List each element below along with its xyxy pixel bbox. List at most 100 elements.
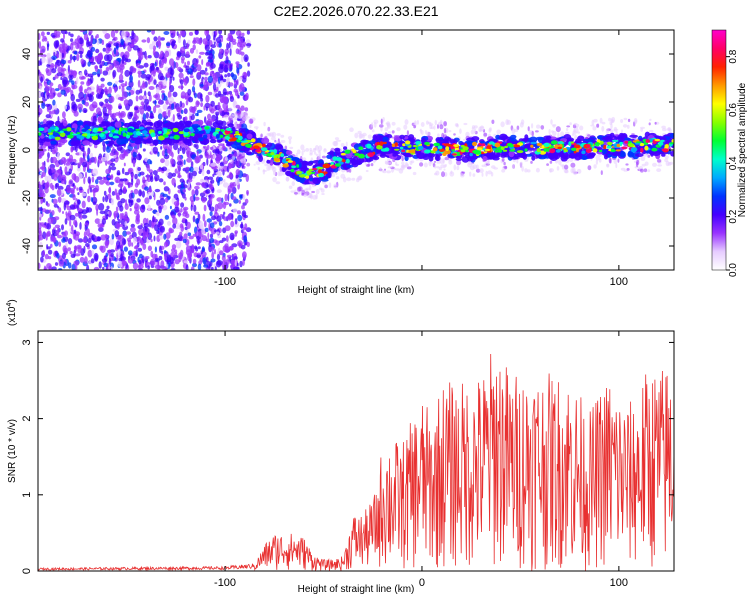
heat-cell [439, 124, 444, 130]
heat-cell [216, 253, 221, 261]
heat-cell [144, 157, 149, 162]
heat-cell [201, 182, 206, 188]
heat-cell [193, 166, 199, 172]
heat-cell [202, 213, 206, 222]
heat-cell [381, 170, 385, 173]
heat-cell [56, 252, 60, 259]
heat-cell [76, 187, 79, 191]
heat-cell [156, 230, 160, 235]
heat-cell [221, 237, 227, 242]
heat-cell [315, 153, 319, 157]
heat-cell [247, 62, 250, 67]
heat-cell [81, 76, 86, 80]
heat-cell [516, 159, 519, 164]
heat-cell [474, 128, 477, 134]
heat-cell [135, 217, 141, 225]
heat-cell [192, 262, 197, 268]
heat-cell [117, 183, 124, 188]
heat-cell [84, 101, 89, 107]
heat-cell [226, 37, 231, 42]
heat-cell [115, 206, 119, 212]
heat-cell [52, 198, 58, 205]
heat-cell [154, 104, 161, 108]
heat-cell [90, 37, 93, 44]
heat-cell [214, 203, 219, 212]
heat-cell [38, 161, 41, 169]
heat-cell [98, 203, 105, 211]
heat-cell [134, 202, 139, 210]
heat-cell [118, 73, 124, 82]
heat-cell [108, 210, 112, 218]
heat-cell [277, 171, 281, 177]
heat-cell [234, 79, 237, 86]
heat-cell [172, 114, 175, 122]
heat-cell [540, 125, 545, 130]
heat-cell [427, 121, 432, 125]
heat-cell [79, 72, 83, 77]
heat-cell [183, 159, 186, 165]
heat-cell [236, 262, 239, 267]
heat-cell [135, 128, 141, 131]
heat-cell [102, 30, 108, 35]
heat-cell [152, 49, 156, 56]
heat-cell [84, 224, 87, 232]
heat-cell [240, 221, 243, 230]
heat-cell [171, 152, 174, 158]
heat-cell [332, 141, 338, 146]
heat-cell [48, 92, 55, 100]
heat-cell [73, 51, 78, 55]
heat-cell [51, 266, 57, 270]
heat-cell [667, 127, 671, 131]
heat-cell [309, 150, 313, 155]
heat-cell [230, 220, 235, 228]
heat-cell [318, 145, 323, 152]
heat-cell [118, 85, 121, 90]
heat-cell [210, 227, 217, 235]
heat-cell [148, 86, 155, 90]
heat-cell [587, 165, 592, 171]
heat-cell [448, 130, 452, 133]
heat-cell [636, 159, 640, 166]
heat-cell [86, 264, 90, 270]
heat-cell [54, 262, 59, 266]
heat-cell [179, 223, 184, 229]
heat-cell [215, 111, 220, 116]
heat-cell [161, 59, 165, 65]
heat-cell [70, 33, 74, 38]
heat-cell [73, 229, 77, 234]
heat-cell [239, 194, 243, 200]
heat-cell [531, 155, 536, 161]
heat-cell [159, 245, 162, 254]
heat-cell [164, 253, 167, 261]
heat-cell [210, 266, 214, 270]
heat-cell [422, 154, 430, 160]
heat-cell [46, 223, 52, 230]
heat-cell [529, 136, 538, 143]
heat-cell [193, 143, 197, 148]
heat-cell [552, 130, 557, 137]
heat-cell [219, 162, 224, 167]
heat-cell [127, 250, 133, 256]
heat-cell [237, 94, 240, 99]
heat-cell [603, 154, 609, 160]
heat-cell [162, 193, 168, 197]
heat-cell [301, 150, 304, 156]
heat-cell [157, 260, 160, 267]
heat-cell [195, 49, 199, 54]
heat-cell [47, 246, 51, 250]
heat-cell [56, 72, 63, 77]
heat-cell [346, 177, 352, 182]
heat-cell [566, 125, 571, 128]
heat-cell [496, 129, 501, 135]
heat-cell [391, 121, 396, 126]
heat-cell [386, 170, 391, 174]
heat-cell [565, 128, 569, 131]
heat-cell [222, 169, 225, 176]
heat-cell [82, 146, 85, 153]
heat-cell [228, 245, 234, 251]
heat-cell [93, 252, 99, 261]
heat-cell [204, 76, 208, 81]
heat-cell [179, 231, 183, 237]
heat-cell [128, 43, 135, 48]
heat-cell [117, 248, 121, 257]
